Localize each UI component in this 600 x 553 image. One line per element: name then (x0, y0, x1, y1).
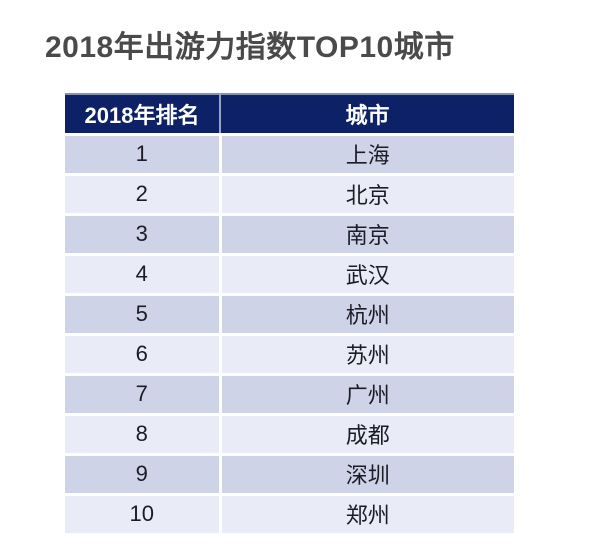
table-header-row: 2018年排名 城市 (65, 93, 514, 136)
table-row: 9 深圳 (65, 454, 514, 496)
city-cell: 南京 (220, 214, 514, 256)
city-cell: 武汉 (220, 254, 514, 296)
city-cell: 成都 (220, 414, 514, 456)
city-cell: 北京 (220, 174, 514, 216)
column-header-city: 城市 (220, 93, 514, 136)
table-row: 8 成都 (65, 414, 514, 456)
rank-cell: 1 (65, 134, 222, 176)
rank-cell: 9 (65, 454, 222, 496)
table-row: 7 广州 (65, 374, 514, 416)
table-row: 6 苏州 (65, 334, 514, 376)
rank-cell: 6 (65, 334, 222, 376)
table-row: 1 上海 (65, 134, 514, 176)
table-row: 4 武汉 (65, 254, 514, 296)
city-cell: 深圳 (220, 454, 514, 496)
city-cell: 广州 (220, 374, 514, 416)
rank-cell: 2 (65, 174, 222, 216)
city-cell: 郑州 (220, 494, 514, 536)
table-row: 2 北京 (65, 174, 514, 216)
rank-cell: 10 (65, 494, 222, 536)
table-row: 10 郑州 (65, 494, 514, 536)
column-header-rank: 2018年排名 (65, 93, 221, 136)
city-cell: 上海 (220, 134, 514, 176)
table-row: 5 杭州 (65, 294, 514, 336)
rank-cell: 7 (65, 374, 222, 416)
rank-cell: 5 (65, 294, 222, 336)
table-body: 1 上海 2 北京 3 南京 4 武汉 5 杭州 6 苏州 7 广州 8 成都 9 深圳 10 郑州 (65, 134, 514, 536)
rank-cell: 8 (65, 414, 222, 456)
top10-city-table: 2018年排名 城市 1 上海 2 北京 3 南京 4 武汉 5 杭州 6 苏州 7 广州 8 成都 9 深圳 10… (65, 93, 514, 536)
rank-cell: 3 (65, 214, 222, 256)
rank-cell: 4 (65, 254, 222, 296)
page-title: 2018年出游力指数TOP10城市 (45, 31, 455, 64)
city-cell: 杭州 (220, 294, 514, 336)
table-row: 3 南京 (65, 214, 514, 256)
city-cell: 苏州 (220, 334, 514, 376)
